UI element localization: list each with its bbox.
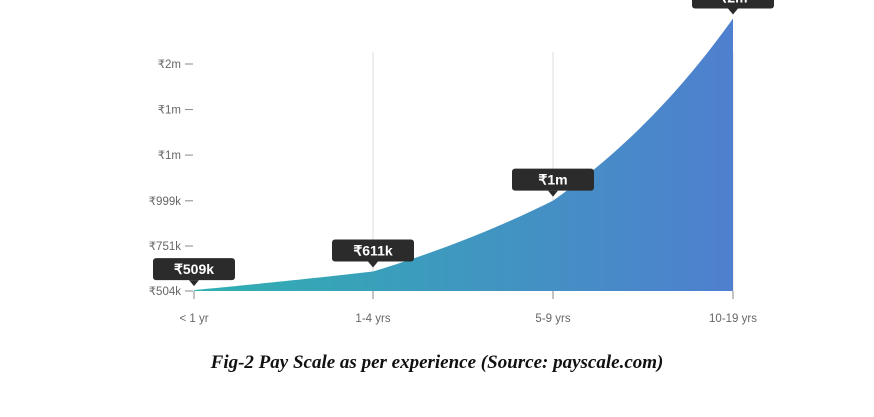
- bubble-box: [153, 258, 235, 281]
- bubble-pointer: [728, 8, 738, 15]
- bubble-pointer: [189, 280, 199, 287]
- bubble-box: [692, 0, 774, 9]
- y-tick-label: ₹1m: [158, 105, 181, 117]
- data-label-bubble: ₹509k: [153, 258, 235, 287]
- y-tick-label: ₹1m: [158, 150, 181, 162]
- y-tick-label: ₹751k: [149, 241, 182, 253]
- x-tick-label: < 1 yr: [179, 313, 208, 325]
- data-label: ₹2m: [718, 0, 747, 5]
- data-label: ₹509k: [174, 261, 214, 277]
- bubble-box: [332, 239, 414, 262]
- y-tick-label: ₹2m: [158, 59, 181, 71]
- data-labels: ₹509k ₹611k ₹1m ₹2m: [153, 0, 774, 287]
- x-tick-label: 1-4 yrs: [355, 313, 390, 325]
- data-label-bubble: ₹1m: [512, 168, 594, 197]
- data-label-bubble: ₹611k: [332, 239, 414, 268]
- data-label-bubble: ₹2m: [692, 0, 774, 15]
- y-axis: ₹504k ₹751k ₹999k ₹1m ₹1m ₹2m: [149, 59, 193, 298]
- area-fill: [194, 18, 733, 291]
- bubble-pointer: [548, 190, 558, 197]
- area-series: [194, 18, 733, 291]
- bubble-box: [512, 168, 594, 191]
- data-label: ₹1m: [538, 172, 567, 188]
- bubble-pointer: [368, 261, 378, 268]
- data-label: ₹611k: [353, 243, 392, 259]
- y-tick-label: ₹999k: [149, 196, 182, 208]
- x-axis: < 1 yr 1-4 yrs 5-9 yrs 10-19 yrs: [179, 291, 757, 325]
- pay-scale-area-chart: ₹504k ₹751k ₹999k ₹1m ₹1m ₹2m < 1 yr 1-4 yrs 5-…: [149, 0, 774, 325]
- y-tick-label: ₹504k: [149, 286, 182, 298]
- x-tick-label: 5-9 yrs: [535, 313, 570, 325]
- figure-caption: Fig-2 Pay Scale as per experience (Sourc…: [210, 352, 664, 373]
- x-tick-label: 10-19 yrs: [709, 313, 757, 325]
